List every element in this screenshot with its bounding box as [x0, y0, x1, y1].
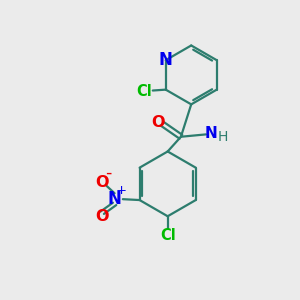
Text: O: O: [95, 209, 109, 224]
Text: O: O: [95, 175, 109, 190]
Text: N: N: [158, 51, 172, 69]
Text: H: H: [218, 130, 228, 144]
Text: Cl: Cl: [136, 84, 152, 99]
Text: N: N: [205, 126, 217, 141]
Text: O: O: [151, 115, 165, 130]
Text: -: -: [106, 164, 112, 182]
Text: Cl: Cl: [160, 228, 176, 243]
Text: +: +: [116, 184, 127, 197]
Text: N: N: [108, 190, 122, 208]
